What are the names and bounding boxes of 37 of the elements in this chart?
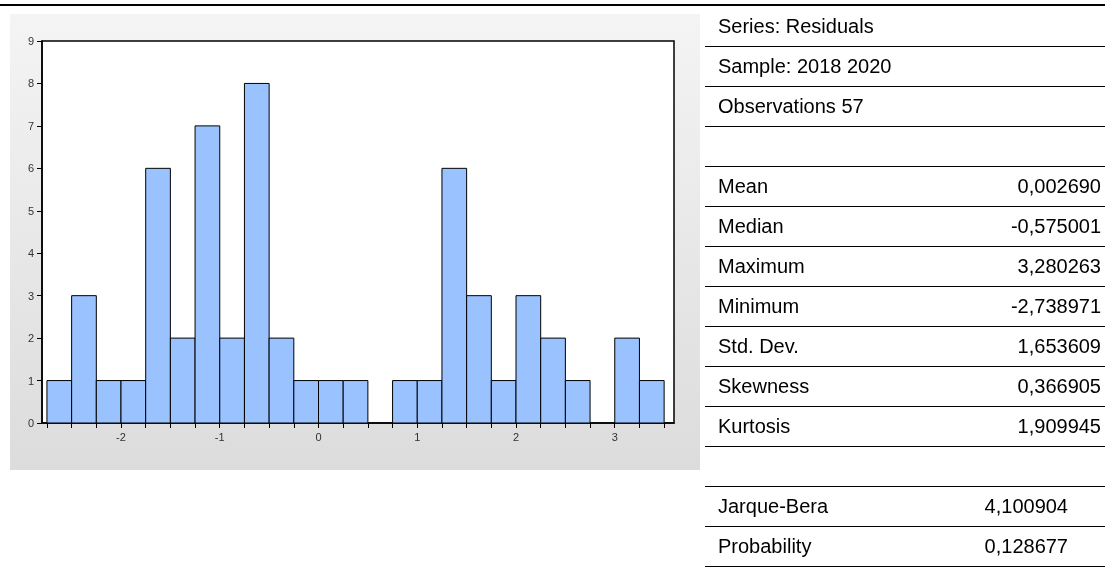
y-tick-label: 4 [27,247,34,260]
text: 4,100904 [984,494,1068,519]
x-tick-label: 3 [611,430,618,443]
y-tick-label: 6 [27,162,34,175]
text: 1,653609 [1017,334,1101,359]
text: Mean [718,174,769,199]
y-tick-label: 1 [27,374,34,387]
text: Median [718,214,784,239]
text: Skewness [718,374,810,399]
text: Sample: 2018 2020 [718,54,892,79]
x-tick-label: -1 [214,430,225,443]
text: 0,366905 [1017,374,1101,399]
y-tick-label: 2 [27,332,34,345]
text: Maximum [718,254,805,279]
text: Kurtosis [718,414,791,439]
text: 1,909945 [1017,414,1101,439]
y-tick-label: 9 [27,35,34,47]
x-tick-label: 0 [315,430,322,443]
y-tick-label: 3 [27,289,34,302]
x-tick-label: 2 [512,430,520,443]
text: Jarque-Bera [718,494,829,519]
y-tick-label: 5 [27,204,34,217]
text: Probability [718,534,812,559]
y-tick-label: 7 [27,119,34,132]
y-tick-label: 8 [27,77,34,90]
text: 0,128677 [984,534,1068,559]
text: Series: Residuals [718,14,874,39]
text: Observations 57 [718,94,864,119]
x-tick-label: 1 [414,430,421,443]
y-tick-label: 0 [27,417,34,429]
text: 0,002690 [1017,174,1101,199]
x-tick-label: -2 [116,430,126,443]
text: -2,738971 [1010,294,1101,319]
text: -0,575001 [1010,214,1101,239]
text: Std. Dev. [718,334,799,359]
text: Minimum [718,294,800,319]
text: 3,280263 [1017,254,1101,279]
